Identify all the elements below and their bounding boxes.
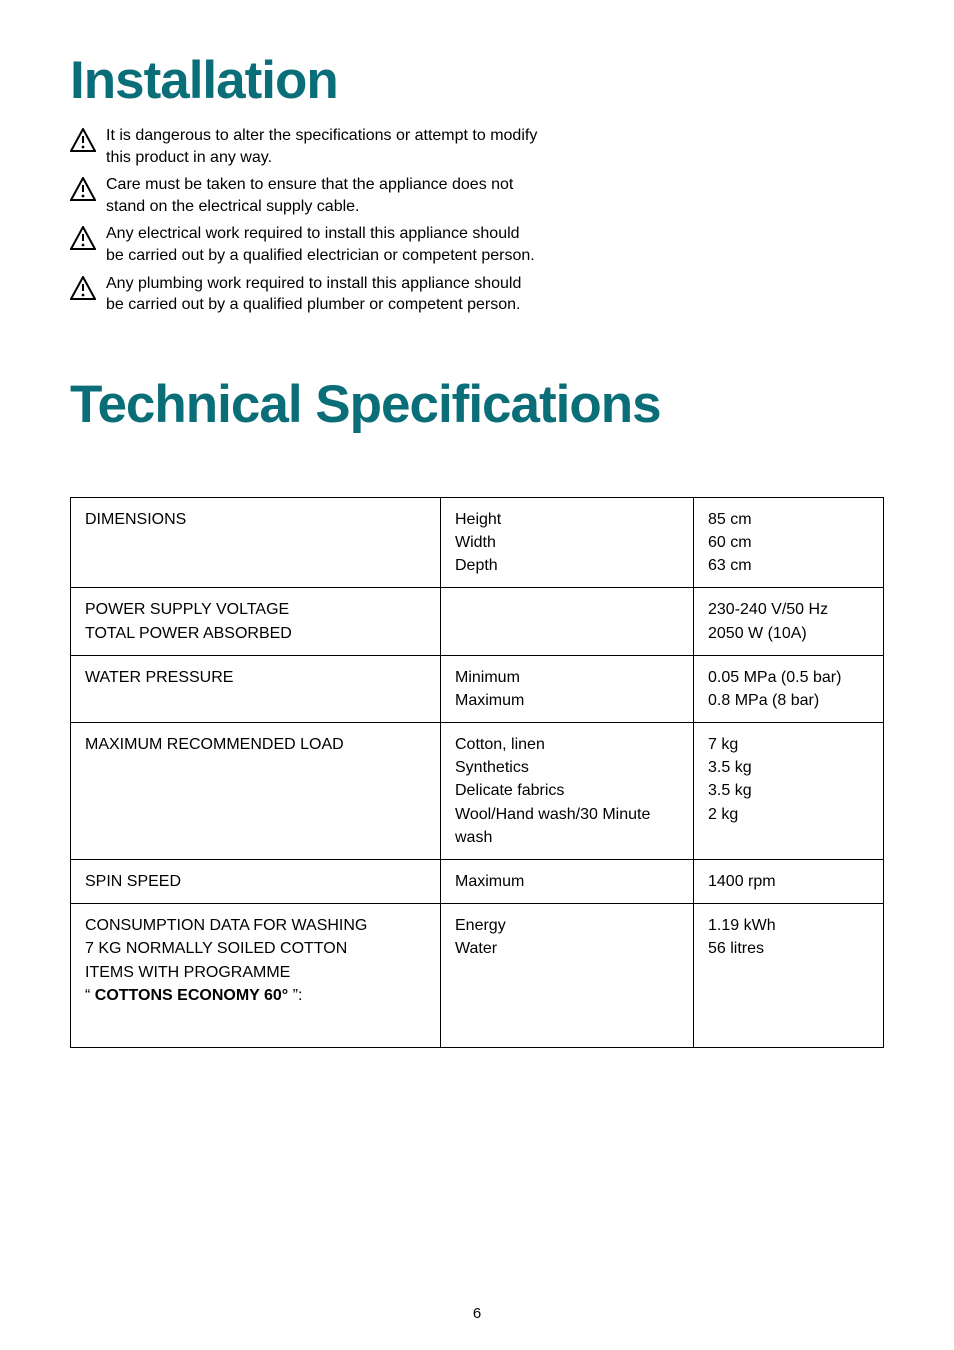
spec-mid: Height Width Depth (441, 497, 694, 588)
page-number: 6 (0, 1305, 954, 1322)
warning-triangle-icon (70, 177, 96, 201)
warning-item: It is dangerous to alter the specificati… (70, 125, 540, 168)
spec-mid: Cotton, linen Synthetics Delicate fabric… (441, 723, 694, 860)
spec-value: 230-240 V/50 Hz 2050 W (10A) (694, 588, 884, 655)
spec-value: 1.19 kWh 56 litres (694, 904, 884, 1048)
spec-mid: Energy Water (441, 904, 694, 1048)
warning-list: It is dangerous to alter the specificati… (70, 125, 540, 316)
spec-value: 1400 rpm (694, 860, 884, 904)
table-row: WATER PRESSURE Minimum Maximum 0.05 MPa … (71, 655, 884, 722)
spec-label: SPIN SPEED (71, 860, 441, 904)
spec-table: DIMENSIONS Height Width Depth 85 cm 60 c… (70, 497, 884, 1048)
warning-text: Care must be taken to ensure that the ap… (106, 174, 540, 217)
warning-item: Any plumbing work required to install th… (70, 273, 540, 316)
table-row: DIMENSIONS Height Width Depth 85 cm 60 c… (71, 497, 884, 588)
warning-triangle-icon (70, 128, 96, 152)
table-row: CONSUMPTION DATA FOR WASHING7 KG NORMALL… (71, 904, 884, 1048)
tech-spec-heading: Technical Specifications (70, 374, 884, 435)
table-row: MAXIMUM RECOMMENDED LOAD Cotton, linen S… (71, 723, 884, 860)
spec-mid: Minimum Maximum (441, 655, 694, 722)
table-row: POWER SUPPLY VOLTAGE TOTAL POWER ABSORBE… (71, 588, 884, 655)
installation-heading: Installation (70, 50, 884, 111)
warning-item: Any electrical work required to install … (70, 223, 540, 266)
spec-value: 85 cm 60 cm 63 cm (694, 497, 884, 588)
warning-text: It is dangerous to alter the specificati… (106, 125, 540, 168)
spec-label: DIMENSIONS (71, 497, 441, 588)
spec-mid: Maximum (441, 860, 694, 904)
warning-item: Care must be taken to ensure that the ap… (70, 174, 540, 217)
warning-text: Any plumbing work required to install th… (106, 273, 540, 316)
warning-text: Any electrical work required to install … (106, 223, 540, 266)
warning-triangle-icon (70, 226, 96, 250)
spec-value: 7 kg 3.5 kg 3.5 kg 2 kg (694, 723, 884, 860)
spec-label: WATER PRESSURE (71, 655, 441, 722)
table-row: SPIN SPEED Maximum 1400 rpm (71, 860, 884, 904)
spec-label: CONSUMPTION DATA FOR WASHING7 KG NORMALL… (71, 904, 441, 1048)
spec-mid (441, 588, 694, 655)
spec-label: MAXIMUM RECOMMENDED LOAD (71, 723, 441, 860)
spec-label: POWER SUPPLY VOLTAGE TOTAL POWER ABSORBE… (71, 588, 441, 655)
warning-triangle-icon (70, 276, 96, 300)
spec-value: 0.05 MPa (0.5 bar) 0.8 MPa (8 bar) (694, 655, 884, 722)
